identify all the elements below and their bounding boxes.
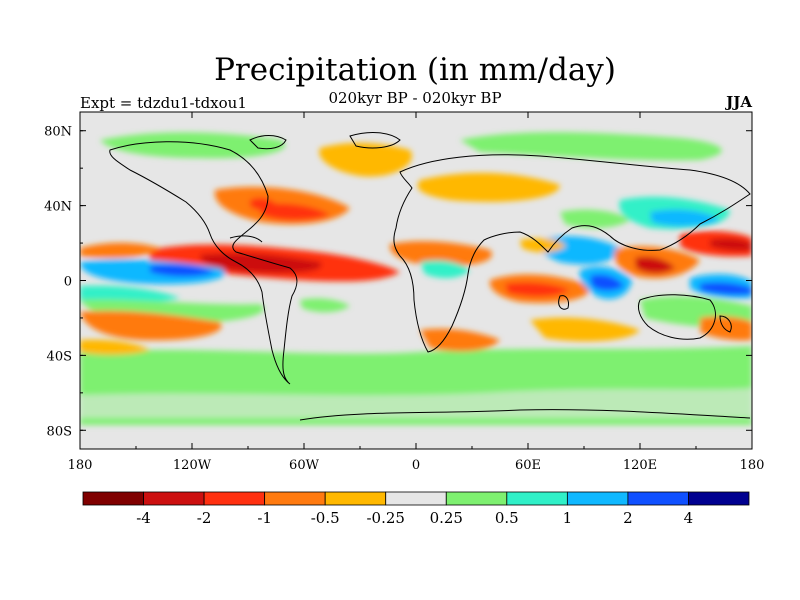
colorbar-label: -1 — [257, 509, 272, 527]
lon-tick-label: 60E — [515, 458, 541, 473]
colorbar-label: 0.5 — [495, 509, 519, 527]
colorbar-swatch — [385, 491, 447, 506]
colorbar-label: -0.25 — [366, 509, 404, 527]
colorbar-label: 2 — [623, 509, 633, 527]
coastlines — [109, 132, 751, 421]
lon-tick-label: 0 — [412, 458, 420, 473]
colorbar-label: 4 — [684, 509, 694, 527]
colorbar-swatch — [445, 491, 508, 506]
colorbar-swatch — [264, 491, 326, 506]
colorbar-swatch — [203, 491, 266, 506]
colorbar-swatch — [688, 491, 750, 506]
colorbar-label: -4 — [136, 509, 151, 527]
colorbar-label: -2 — [197, 509, 212, 527]
colorbar-label: 1 — [563, 509, 573, 527]
colorbar-swatch — [82, 491, 144, 506]
colorbar-swatch — [566, 491, 629, 506]
lat-tick-label: 80S — [47, 424, 72, 439]
lat-tick-label: 0 — [64, 275, 72, 290]
colorbar-label: 0.25 — [430, 509, 463, 527]
chart-subtitle: 020kyr BP - 020kyr BP — [328, 89, 502, 107]
lon-tick-label: 120W — [173, 458, 212, 473]
lat-tick-label: 80N — [44, 125, 72, 140]
lat-tick-label: 40N — [44, 200, 72, 215]
lon-tick-label: 120E — [623, 458, 657, 473]
precipitation-field — [80, 132, 752, 425]
lon-tick-label: 60W — [289, 458, 320, 473]
chart-title: Precipitation (in mm/day) — [214, 52, 616, 88]
colorbar-swatch — [627, 491, 689, 506]
colorbar-swatch — [506, 491, 568, 506]
colorbar-swatch — [324, 491, 387, 506]
lat-tick-label: 40S — [47, 349, 72, 364]
colorbar-label: -0.5 — [311, 509, 340, 527]
lon-tick-label: 180 — [68, 458, 93, 473]
lon-tick-label: 180 — [740, 458, 765, 473]
colorbar-swatch — [143, 491, 205, 506]
experiment-label: Expt = tdzdu1-tdxou1 — [80, 94, 247, 112]
season-label: JJA — [726, 93, 752, 111]
